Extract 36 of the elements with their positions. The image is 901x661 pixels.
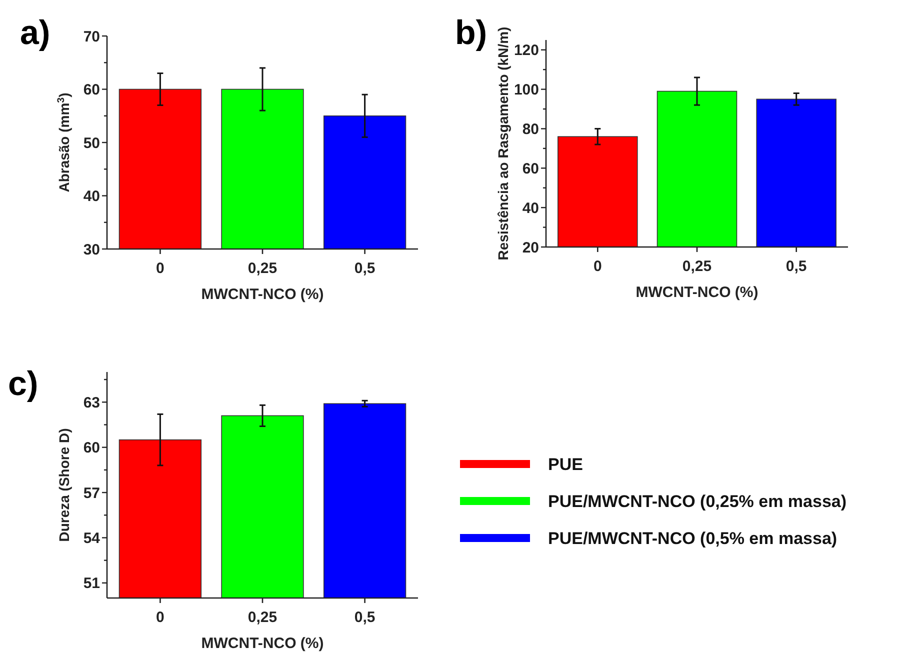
x-tick-label: 0,25	[682, 258, 712, 275]
legend-label: PUE	[548, 454, 583, 474]
legend-label: PUE/MWCNT-NCO (0,25% em massa)	[548, 492, 847, 511]
y-tick-label: 70	[83, 28, 100, 46]
y-tick-label: 120	[514, 42, 539, 60]
y-tick-label: 60	[83, 82, 100, 98]
x-axis-title: MWCNT-NCO (%)	[636, 284, 758, 301]
chart-title: a)	[20, 14, 50, 52]
x-tick-label: 0,5	[354, 609, 376, 626]
x-axis-title: MWCNT-NCO (%)	[201, 286, 324, 303]
y-tick-label: 50	[83, 134, 100, 152]
y-axis-title: Resistência ao Rasgamento (kN/m)	[495, 26, 511, 260]
x-tick-label: 0,25	[248, 609, 278, 626]
x-axis-title: MWCNT-NCO (%)	[201, 635, 324, 652]
legend-label: PUE/MWCNT-NCO (0,5% em massa)	[548, 528, 838, 548]
y-tick-label: 60	[522, 160, 539, 178]
chart-title: b)	[455, 14, 488, 52]
y-tick-label: 60	[83, 440, 100, 457]
x-tick-label: 0,25	[248, 260, 278, 277]
chart-title: c)	[8, 365, 38, 403]
x-tick-label: 0,5	[354, 260, 376, 277]
x-tick-label: 0,5	[786, 258, 807, 275]
y-tick-label: 20	[522, 239, 539, 256]
x-tick-label: 0	[593, 258, 602, 275]
y-tick-label: 100	[514, 82, 539, 99]
y-tick-label: 80	[522, 120, 539, 138]
y-tick-label: 40	[522, 200, 539, 217]
y-tick-label: 30	[83, 241, 100, 258]
y-tick-label: 51	[83, 575, 100, 592]
y-tick-label: 40	[83, 188, 100, 205]
x-tick-label: 0	[156, 609, 164, 626]
x-tick-label: 0	[156, 260, 164, 277]
y-tick-label: 63	[83, 394, 100, 412]
y-tick-label: 54	[83, 530, 101, 547]
y-axis-title: Dureza (Shore D)	[56, 428, 72, 542]
y-tick-label: 57	[83, 484, 100, 502]
